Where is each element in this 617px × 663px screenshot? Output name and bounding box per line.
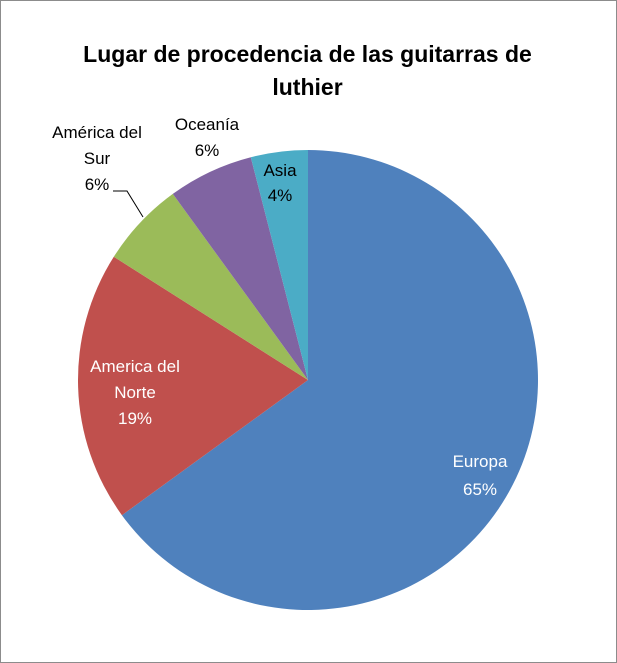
data-label-america-del-norte: America del Norte 19% <box>90 357 180 428</box>
pie-slice-america-del-norte <box>78 256 308 516</box>
data-label-category: Asia <box>263 161 297 180</box>
data-label-category: America del <box>90 357 180 376</box>
data-label-américa-del-sur: América del Sur 6% <box>52 123 142 194</box>
data-label-oceanía: Oceanía 6% <box>175 115 240 160</box>
pie-slice-europa <box>121 150 539 610</box>
chart-title: Lugar de procedencia de las guitarras de… <box>83 41 532 100</box>
data-label-value: 6% <box>195 141 220 160</box>
data-label-europa: Europa 65% <box>453 452 508 499</box>
data-label-category: Norte <box>114 383 156 402</box>
pie-slice-oceanía <box>172 157 308 380</box>
data-label-value: 6% <box>85 175 110 194</box>
data-label-value: 65% <box>463 480 497 499</box>
leader-line <box>113 190 144 218</box>
data-label-category: Oceanía <box>175 115 240 134</box>
data-label-value: 19% <box>118 409 152 428</box>
data-label-asia: Asia 4% <box>263 161 297 205</box>
pie-slice-asia <box>250 150 308 380</box>
data-label-category: Europa <box>453 452 508 471</box>
pie-slice-américa-del-sur <box>113 193 308 380</box>
data-label-value: 4% <box>268 186 293 205</box>
data-label-category: Sur <box>84 149 111 168</box>
data-label-category: América del <box>52 123 142 142</box>
